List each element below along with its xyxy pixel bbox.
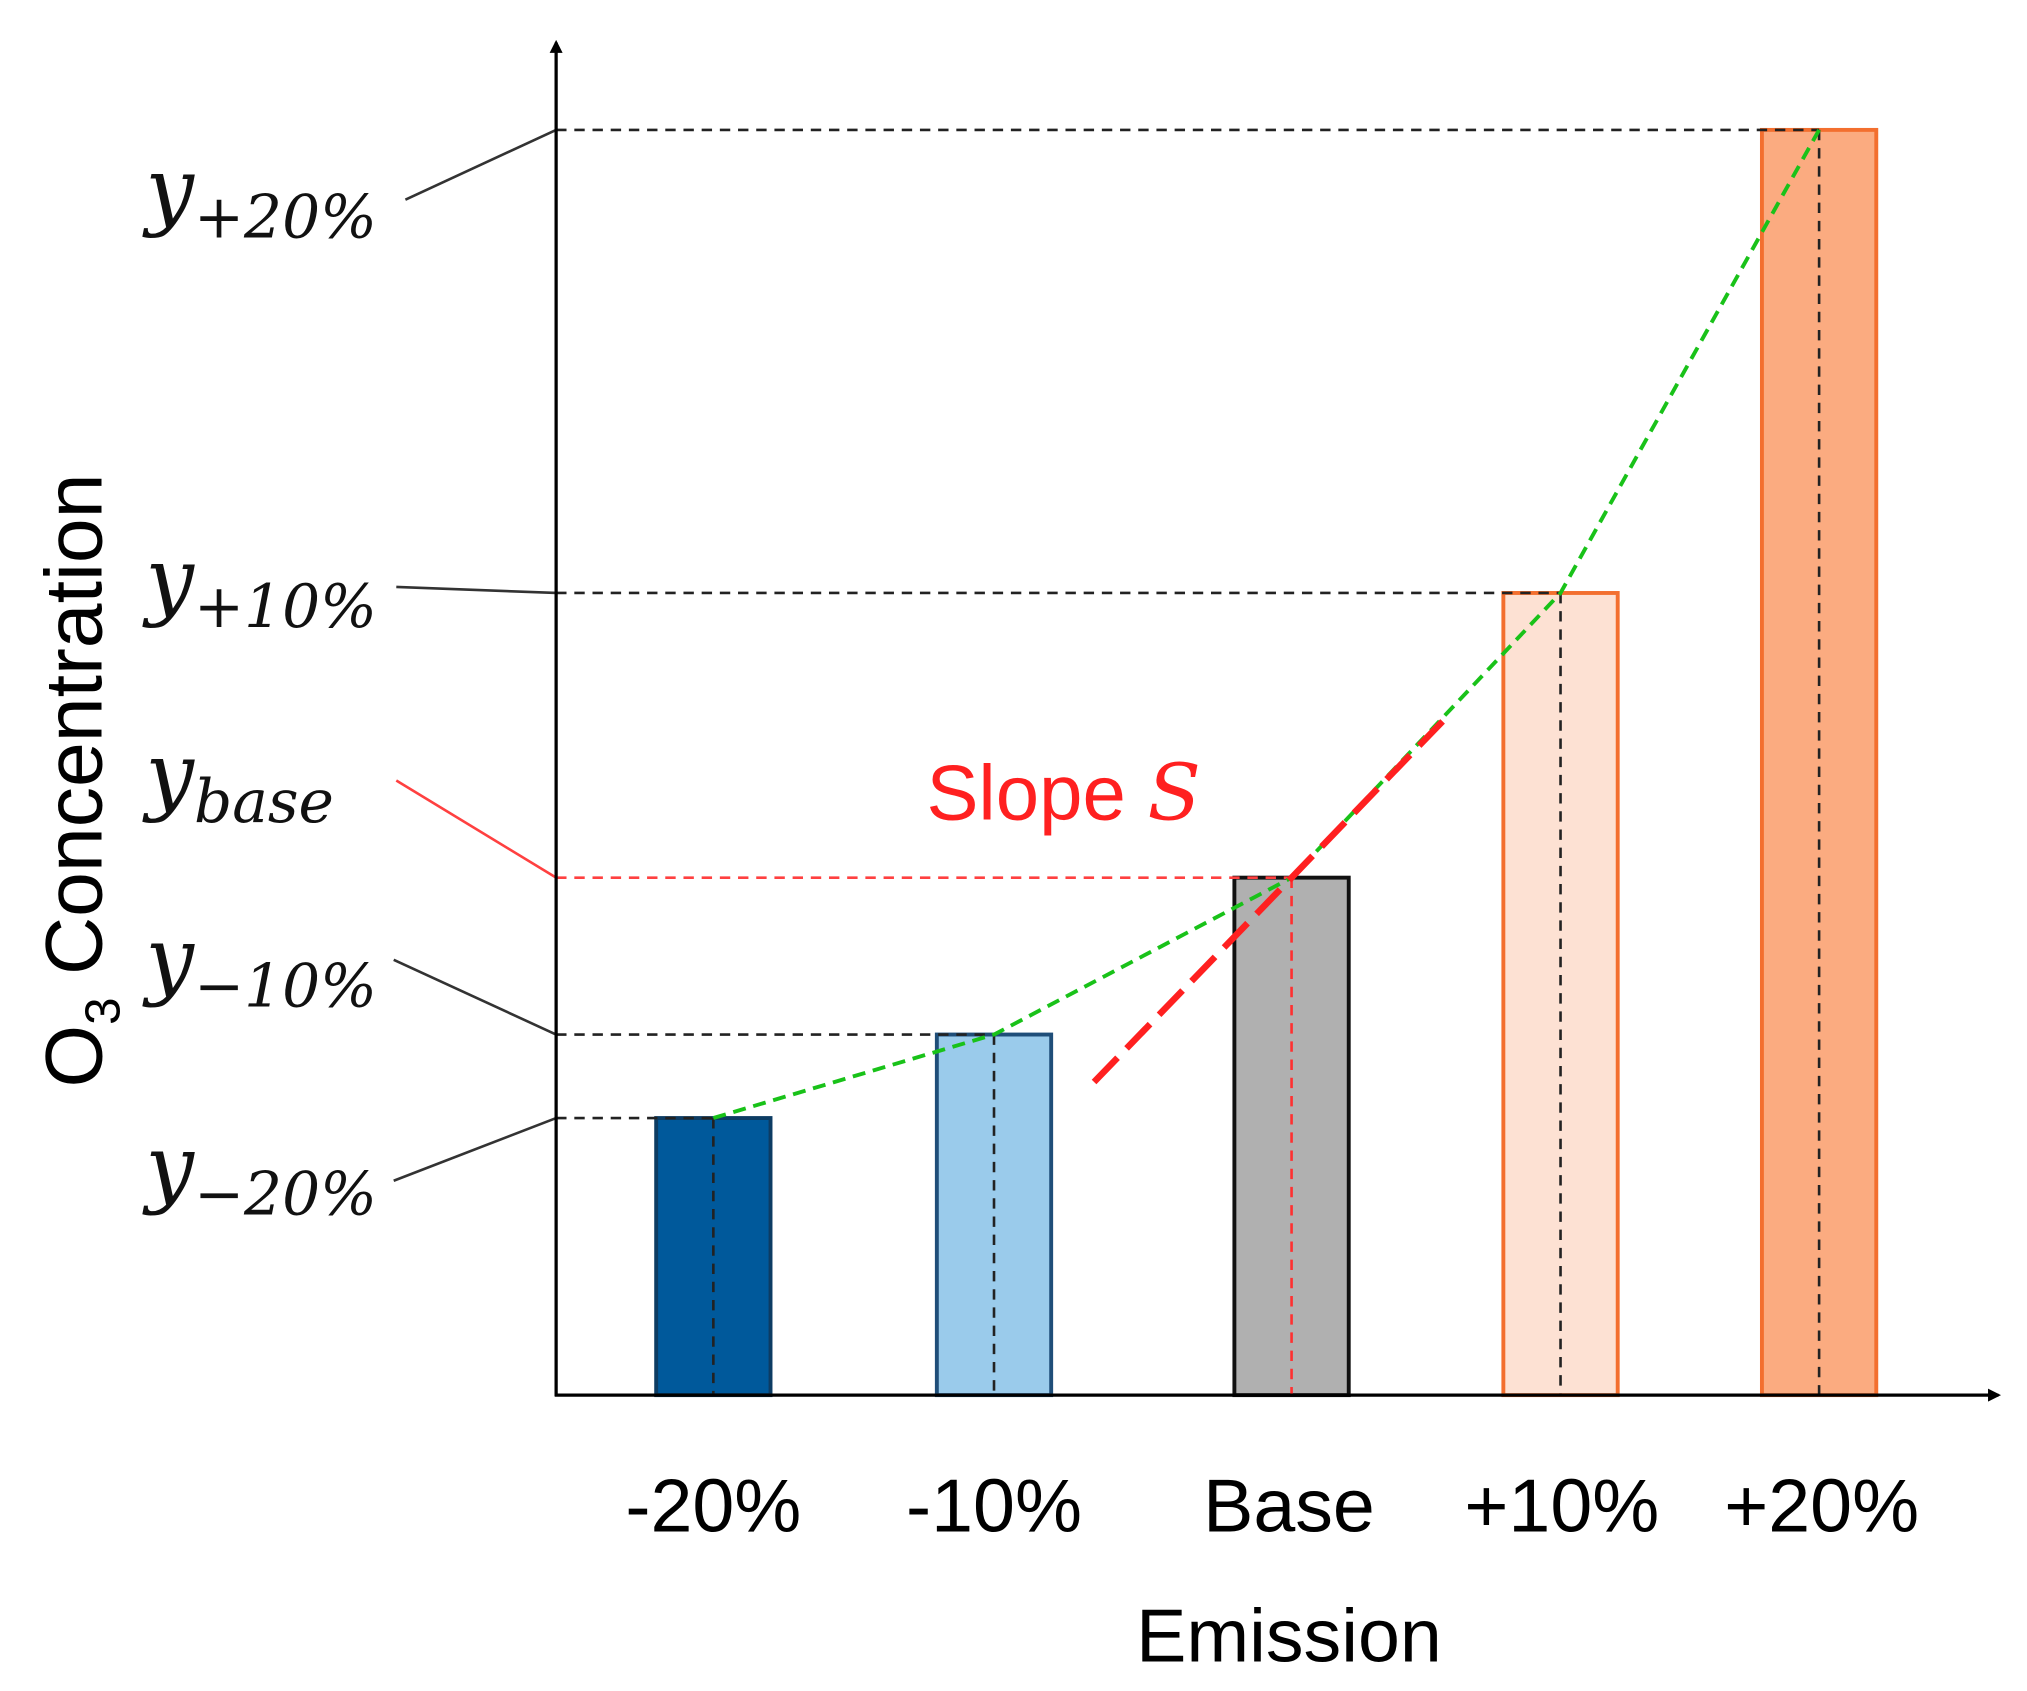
- x-tick-label: Base: [1203, 1464, 1375, 1548]
- x-tick-label: +10%: [1464, 1464, 1659, 1548]
- x-tick-label: -10%: [906, 1464, 1082, 1548]
- y-marker-label: ybase: [142, 725, 334, 837]
- x-tick-label: -20%: [625, 1464, 801, 1548]
- y-marker-label: y−10%: [142, 909, 377, 1021]
- marker-connector: [393, 1116, 557, 1182]
- marker-connector: [404, 128, 557, 201]
- y-marker-label: y+10%: [142, 530, 377, 642]
- y-marker-label: y−20%: [142, 1117, 377, 1229]
- y-marker-label: y+20%: [142, 140, 377, 252]
- x-axis-label: Emission: [1136, 1593, 1442, 1677]
- tangent-line: [1091, 715, 1449, 1085]
- marker-connector: [395, 779, 557, 879]
- slope-label: Slope S: [926, 749, 1200, 839]
- marker-connector: [393, 958, 557, 1036]
- bar: [934, 1032, 1054, 1398]
- x-tick-label: +20%: [1724, 1464, 1919, 1548]
- y-axis-label: O3 Concentration: [29, 474, 130, 1088]
- marker-connector: [396, 585, 557, 595]
